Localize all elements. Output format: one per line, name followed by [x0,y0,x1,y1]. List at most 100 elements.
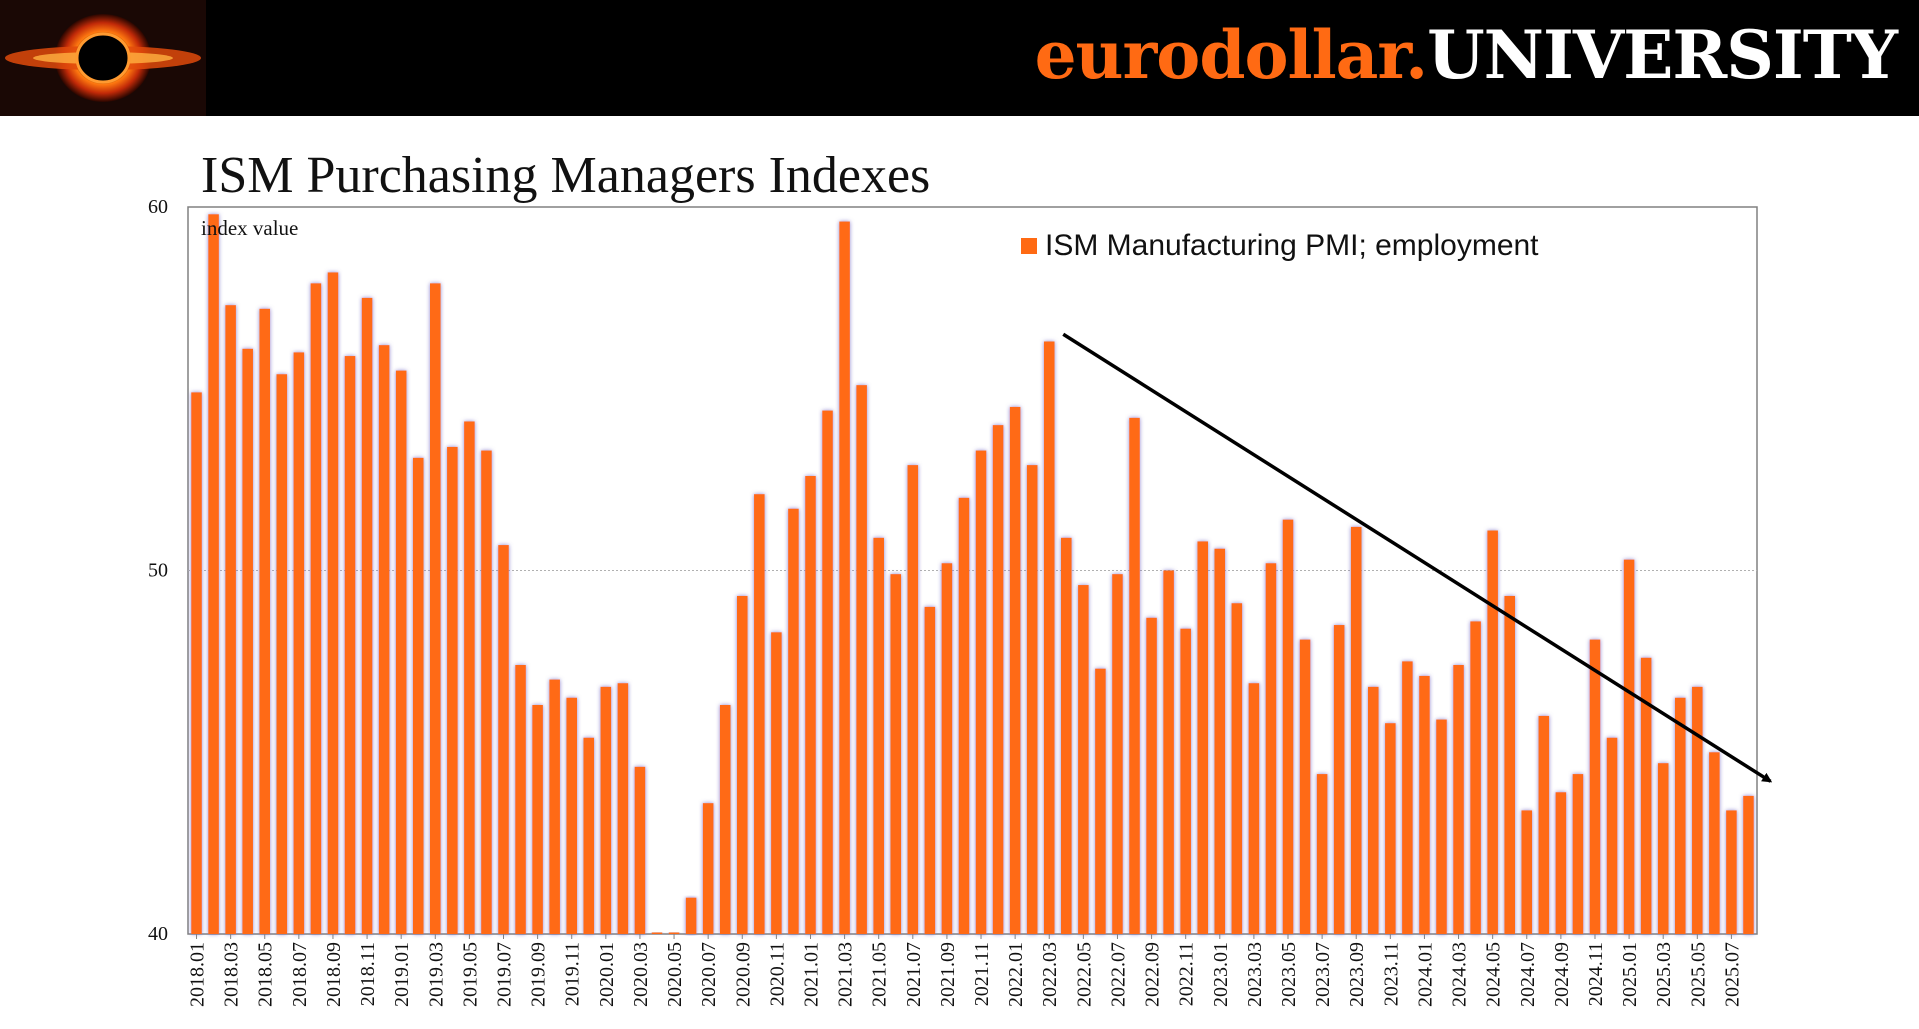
x-tick-label: 2022.09 [1142,942,1164,1007]
bar-2018.12 [378,345,390,934]
x-tick-label: 2024.11 [1585,942,1607,1006]
legend-label: ISM Manufacturing PMI; employment [1045,229,1539,262]
x-tick-label: 2022.03 [1039,942,1061,1007]
bar-2019.07 [498,545,509,934]
x-tick-label: 2021.01 [800,942,822,1007]
x-tick-label: 2024.05 [1483,942,1505,1007]
bar-2022.07 [1112,574,1123,934]
x-tick-label: 2018.03 [221,942,243,1007]
bar-2018.03 [225,305,236,934]
x-tick-label: 2022.01 [1005,942,1027,1007]
x-tick-label: 2023.03 [1244,942,1266,1007]
bar-2019.02 [412,457,424,934]
brand-main: eurodollar. [1034,16,1429,94]
bar-2018.06 [276,374,288,935]
bar-2018.01 [191,392,202,934]
x-tick-label: 2020.03 [630,942,652,1007]
bar-2020.09 [736,595,748,934]
x-tick-label: 2019.09 [528,942,550,1007]
x-tick-label: 2020.09 [732,942,754,1007]
x-tick-label: 2020.07 [698,942,720,1007]
bar-2025.06 [1709,752,1720,934]
x-tick-label: 2024.09 [1551,942,1573,1007]
brand-wordmark: eurodollar.UNIVERSITY [1034,10,1898,100]
x-tick-label: 2018.01 [187,942,209,1007]
bar-2018.10 [344,356,356,934]
bar-2020.05 [668,932,680,934]
x-tick-label: 2025.07 [1721,942,1743,1007]
x-tick-label: 2022.07 [1107,942,1129,1007]
bar-2021.05 [873,537,884,934]
bar-2024.05 [1487,530,1498,934]
bar-2019.03 [430,283,441,935]
x-tick-label: 2019.03 [425,942,447,1007]
bar-2021.02 [822,410,833,934]
x-tick-label: 2022.05 [1073,942,1095,1007]
bar-2024.01 [1419,675,1430,934]
bar-2025.07 [1726,810,1737,934]
x-tick-label: 2025.03 [1653,942,1675,1007]
bar-2020.03 [634,766,646,934]
bar-2021.10 [958,497,970,934]
bar-2019.04 [447,446,458,934]
brand-accent: UNIVERSITY [1427,16,1898,94]
bar-2024.04 [1470,621,1481,934]
bar-2022.08 [1129,417,1140,935]
bar-2019.11 [566,697,578,934]
bar-2022.05 [1078,585,1089,934]
bar-2022.01 [1009,406,1021,934]
bar-2018.05 [259,308,271,934]
x-tick-label: 2021.07 [903,942,925,1007]
x-tick-label: 2019.01 [391,942,413,1007]
bar-2024.02 [1436,719,1447,934]
bar-2025.01 [1623,559,1635,934]
bar-2020.11 [771,632,782,934]
bar-2019.10 [549,679,560,934]
x-tick-label: 2022.11 [1176,942,1198,1006]
bar-2021.04 [856,385,867,934]
bar-2022.09 [1146,617,1157,934]
x-tick-label: 2024.03 [1449,942,1471,1007]
bar-2022.03 [1043,341,1055,934]
x-tick-label: 2019.11 [562,942,584,1006]
x-tick-label: 2023.01 [1210,942,1232,1007]
chart-legend: ISM Manufacturing PMI; employment [1021,229,1539,263]
x-tick-label: 2018.07 [289,942,311,1007]
chart-title: ISM Purchasing Managers Indexes [201,147,931,204]
x-tick-label: 2023.05 [1278,942,1300,1007]
bar-2025.02 [1640,657,1652,934]
bar-2022.04 [1061,537,1072,934]
bar-2019.06 [481,450,492,934]
y-tick-label: 50 [148,560,168,582]
bar-2023.11 [1385,723,1396,934]
x-tick-label: 2019.05 [459,942,481,1007]
x-tick-label: 2020.01 [596,942,618,1007]
bar-2021.11 [975,450,987,934]
x-tick-label: 2023.07 [1312,942,1334,1007]
bar-2025.03 [1657,763,1669,934]
bar-2019.05 [464,421,475,935]
x-tick-label: 2020.05 [664,942,686,1007]
bar-2020.04 [651,932,663,934]
bar-2023.04 [1265,563,1277,934]
bar-2019.12 [583,737,595,934]
bar-2021.06 [890,574,902,934]
bar-2019.01 [395,370,407,934]
x-tick-label: 2024.07 [1517,942,1539,1007]
bar-2020.01 [600,686,612,934]
header-bar: eurodollar.UNIVERSITY [0,0,1919,116]
bar-2018.02 [208,214,219,934]
bar-2024.12 [1606,737,1618,934]
x-tick-label: 2023.09 [1346,942,1368,1007]
bar-2024.06 [1504,595,1515,934]
bar-2021.12 [992,425,1004,934]
bar-2025.08 [1743,795,1754,934]
x-tick-label: 2021.05 [869,942,891,1007]
bar-2021.01 [805,475,816,934]
x-tick-label: 2018.05 [255,942,277,1007]
bar-2023.07 [1316,774,1328,934]
bar-2018.08 [310,283,322,935]
y-axis-label: index value [201,216,299,240]
bar-2022.06 [1095,668,1106,934]
